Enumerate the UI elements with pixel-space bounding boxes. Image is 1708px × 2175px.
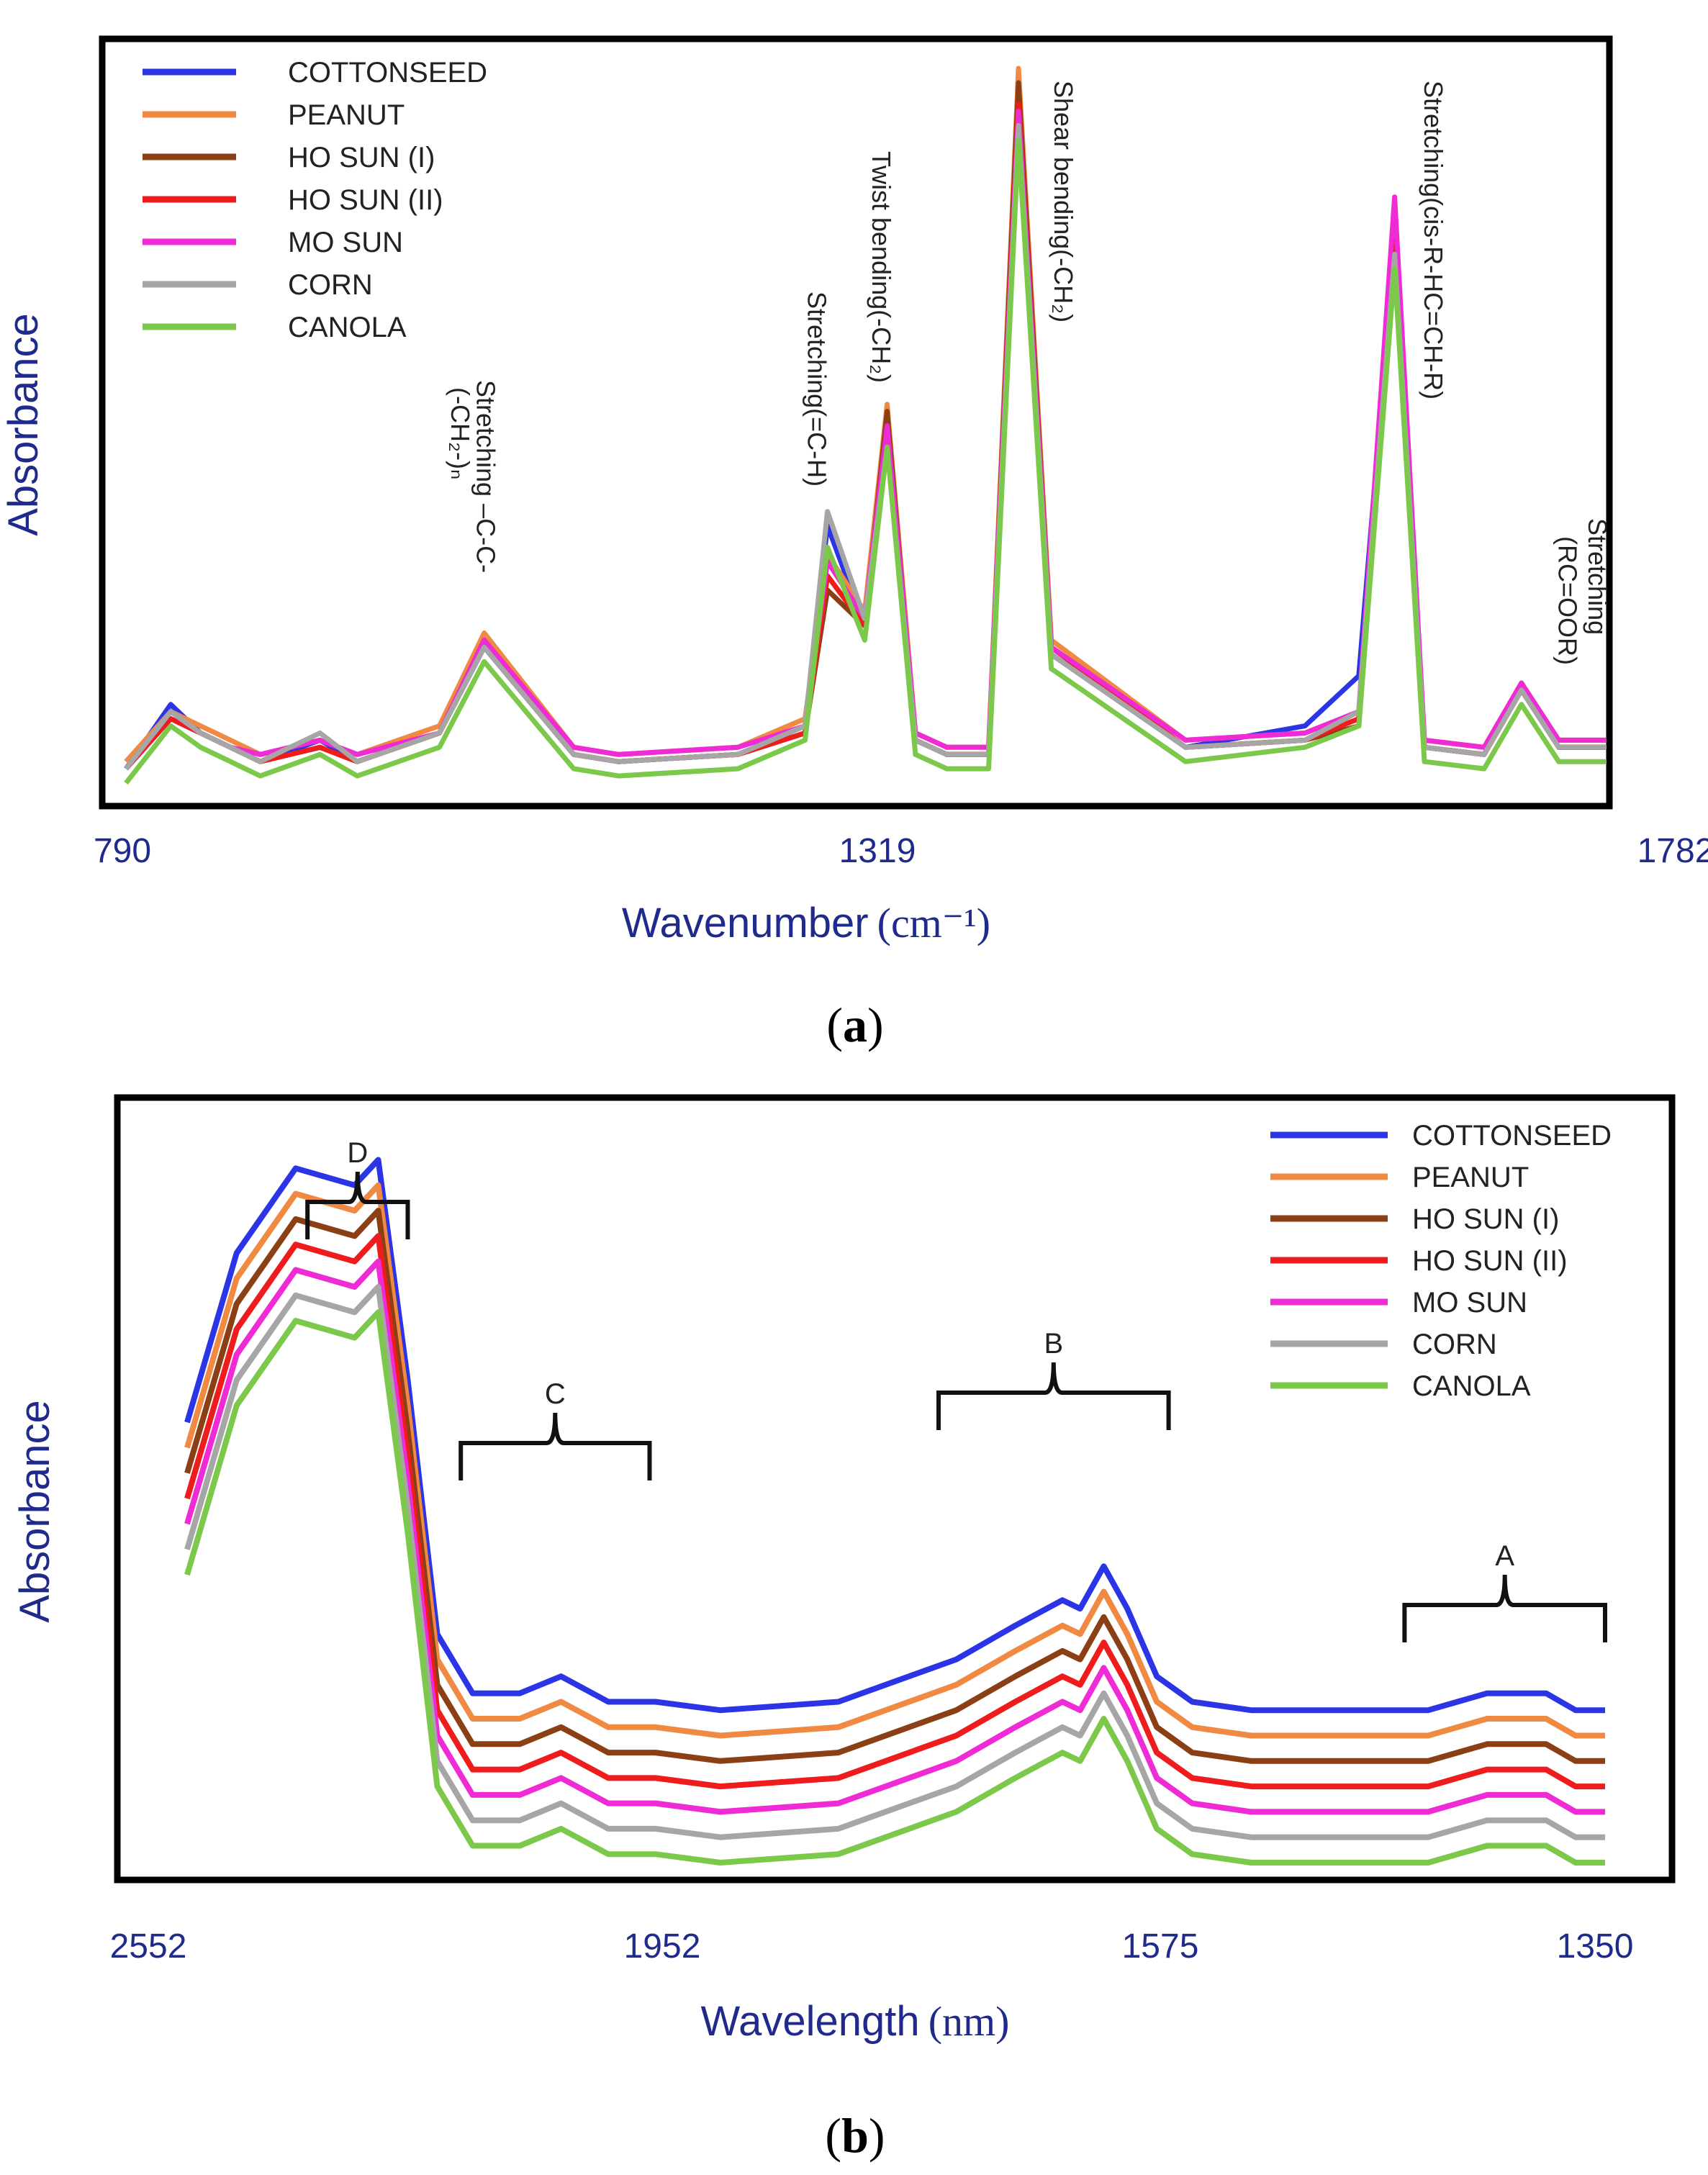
chart-b-bracket-label-c: C [545, 1378, 566, 1410]
chart-a-legend-label-corn: CORN [288, 269, 373, 301]
chart-b-bracket-label-d: D [347, 1137, 368, 1169]
chart-a-caption-label: a [843, 998, 867, 1052]
chart-b-x-axis-unit: (nm) [928, 1998, 1010, 2045]
chart-b-plot-frame [114, 1094, 1676, 1884]
chart-a-x-axis-title: Wavenumber [622, 900, 869, 946]
chart-b-bracket-b [936, 1362, 1171, 1430]
chart-a-legend-label-peanut: PEANUT [288, 99, 405, 131]
chart-a: COTTONSEED PEANUT HO SUN (I) HO SUN (II) MO … [0, 35, 1708, 1052]
chart-a-x-ticks: 790 1319 1782 [94, 832, 1708, 870]
chart-b-bracket-label-b: B [1044, 1328, 1063, 1360]
chart-b-legend-label-corn: CORN [1412, 1329, 1497, 1360]
chart-a-legend-label-cottonseed: COTTONSEED [288, 57, 487, 89]
chart-a-x-axis-title-group: Wavenumber (cm⁻¹) [622, 900, 990, 946]
chart-b-x-tick-1350: 1350 [1557, 1927, 1634, 1966]
chart-b-panel-caption: (b) [825, 2108, 885, 2163]
chart-a-x-tick-790: 790 [94, 832, 151, 870]
chart-b-series-peanut [184, 1182, 1605, 1739]
chart-b-legend-label-canola: CANOLA [1412, 1370, 1531, 1402]
chart-b-x-axis-title-group: Wavelength (nm) [701, 1998, 1010, 2045]
chart-a-annotations: Stretching –C-C-(-CH₂-)ₙ Stretching(=C-H)… [446, 81, 1612, 665]
chart-b-legend-label-cottonseed: COTTONSEED [1412, 1120, 1612, 1152]
chart-b-legend-label-mo-sun: MO SUN [1412, 1287, 1527, 1319]
chart-b-bracket-c [458, 1412, 652, 1480]
chart-a-annotation-3: Stretching(=C-H) [803, 291, 832, 487]
chart-b-y-axis-title: Absorbance [12, 1400, 58, 1623]
chart-a-annotation-1: Stretching –C-C- [471, 380, 500, 573]
chart-a-legend-label-mo-sun: MO SUN [288, 227, 403, 258]
chart-b-x-tick-1952: 1952 [624, 1927, 701, 1966]
chart-b-x-ticks: 2552 1952 1575 1350 [110, 1927, 1634, 1966]
chart-a-panel-caption: (a) [826, 998, 883, 1052]
chart-b: D C B A COTTONSEED PEANUT HO SUN (I) HO SUN (I… [12, 1094, 1676, 2163]
chart-b-series-ho-sun-i [184, 1208, 1605, 1764]
chart-a-annotation-7: Stretching [1583, 518, 1612, 635]
chart-a-annotation-8: (RC=OOR) [1553, 536, 1583, 665]
chart-a-annotation-4: Twist bending(-CH₂) [867, 151, 896, 383]
chart-b-series-cottonseed [184, 1157, 1605, 1714]
chart-a-series-canola [124, 137, 1607, 785]
chart-a-annotation-2: (-CH₂-)ₙ [446, 387, 475, 479]
chart-a-x-tick-1319: 1319 [839, 832, 916, 870]
chart-b-series-corn [184, 1284, 1605, 1840]
chart-a-legend-label-ho-sun-ii: HO SUN (II) [288, 184, 443, 216]
chart-b-series-canola [184, 1309, 1605, 1866]
chart-b-x-axis-title: Wavelength [701, 1998, 920, 2045]
chart-b-bracket-d [305, 1171, 410, 1239]
chart-a-legend: COTTONSEED PEANUT HO SUN (I) HO SUN (II) MO … [143, 57, 487, 343]
chart-a-legend-label-canola: CANOLA [288, 312, 407, 343]
chart-a-caption-close: ) [867, 998, 884, 1052]
chart-b-bracket-label-a: A [1495, 1540, 1514, 1572]
chart-a-legend-label-ho-sun-i: HO SUN (I) [288, 142, 435, 173]
chart-b-legend-label-ho-sun-i: HO SUN (I) [1412, 1203, 1559, 1235]
chart-b-x-tick-1575: 1575 [1122, 1927, 1199, 1966]
chart-a-x-axis-unit: (cm⁻¹) [877, 900, 991, 946]
chart-b-legend-label-ho-sun-ii: HO SUN (II) [1412, 1245, 1568, 1277]
chart-a-annotation-6: Stretching(cis-R-HC=CH-R) [1419, 81, 1448, 399]
chart-a-y-axis-title: Absorbance [0, 313, 47, 536]
chart-b-caption-close: ) [869, 2108, 885, 2163]
chart-b-legend: COTTONSEED PEANUT HO SUN (I) HO SUN (II) MO … [1270, 1120, 1612, 1402]
chart-a-series-group [124, 65, 1607, 785]
chart-a-caption-open: ( [826, 998, 843, 1052]
chart-b-x-tick-2552: 2552 [110, 1927, 187, 1966]
chart-b-caption-open: ( [825, 2108, 841, 2163]
chart-b-legend-label-peanut: PEANUT [1412, 1162, 1529, 1193]
chart-b-caption-label: b [841, 2108, 869, 2163]
chart-b-brackets: D C B A [305, 1137, 1607, 1642]
chart-a-x-tick-1782: 1782 [1637, 832, 1708, 870]
chart-b-series-ho-sun-ii [184, 1233, 1605, 1790]
chart-b-series-mo-sun [184, 1258, 1605, 1815]
chart-b-series-group [184, 1157, 1605, 1866]
chart-a-annotation-5: Shear bending(-CH₂) [1049, 81, 1078, 322]
chart-b-bracket-a [1402, 1574, 1607, 1642]
